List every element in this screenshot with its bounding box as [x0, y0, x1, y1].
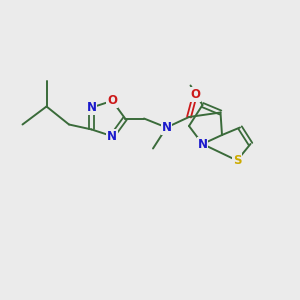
Text: N: N	[161, 121, 172, 134]
Text: N: N	[107, 130, 117, 143]
Text: N: N	[86, 101, 97, 114]
Text: N: N	[197, 137, 208, 151]
Text: O: O	[190, 88, 200, 101]
Text: S: S	[233, 154, 241, 167]
Text: O: O	[107, 94, 117, 107]
